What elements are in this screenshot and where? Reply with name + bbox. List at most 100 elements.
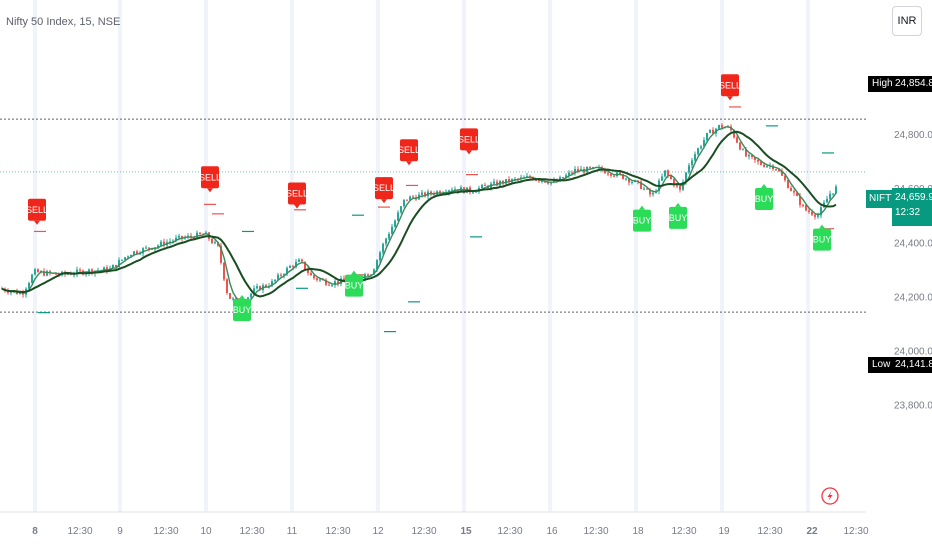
lightning-icon[interactable] (821, 487, 839, 505)
candle-body (136, 251, 138, 254)
signal-box (669, 206, 687, 229)
candle-body (574, 169, 576, 174)
candle-body (142, 248, 144, 254)
signal-box (755, 187, 773, 210)
candle-body (181, 235, 183, 239)
candle-body (400, 206, 402, 213)
candle-body (91, 269, 93, 274)
buy-signal: BUY (233, 294, 251, 321)
candle-body (151, 248, 153, 250)
candle-body (157, 245, 159, 248)
candle-body (271, 281, 273, 287)
candle-body (454, 189, 456, 191)
candle-body (592, 167, 594, 169)
candle-body (292, 265, 294, 268)
signal-text: SELL (373, 183, 395, 193)
time-tick-label: 18 (632, 526, 644, 537)
sell-signal: SELL (286, 182, 308, 209)
signal-pointer (207, 188, 213, 193)
time-tick-label: 12 (372, 526, 384, 537)
candle-body (775, 169, 777, 171)
candle-body (736, 137, 738, 143)
candle-body (568, 172, 570, 176)
candle-body (751, 154, 753, 157)
signal-text: BUY (633, 216, 652, 226)
candle-body (697, 148, 699, 155)
candle-body (424, 192, 426, 197)
candle-body (691, 160, 693, 166)
candle-body (388, 233, 390, 239)
candle-body (385, 238, 387, 244)
candle-body (304, 261, 306, 270)
currency-button[interactable]: INR (892, 6, 922, 36)
candle-body (88, 269, 90, 273)
signal-text: SELL (26, 205, 48, 215)
candle-body (70, 273, 72, 275)
candle-body (199, 232, 201, 235)
candle-body (817, 215, 819, 217)
signal-pointer (639, 205, 645, 210)
session-band (118, 0, 122, 512)
candle-body (448, 190, 450, 193)
candle-body (289, 265, 291, 268)
candle-body (28, 282, 30, 289)
signal-box (400, 139, 418, 162)
candle-body (754, 156, 756, 161)
session-band (204, 0, 208, 512)
candle-body (472, 192, 474, 194)
candle-body (412, 196, 414, 198)
candle-body (337, 281, 339, 284)
candle-body (679, 185, 681, 190)
candle-body (757, 160, 759, 162)
last-price-tag: 24,659.90 12:32 (892, 188, 932, 226)
candle-body (235, 298, 237, 300)
candle-body (790, 188, 792, 192)
signal-pointer (819, 224, 825, 229)
candle-body (619, 172, 621, 175)
candle-body (742, 149, 744, 151)
candle-body (535, 180, 537, 182)
candle-body (124, 257, 126, 260)
low-value: 24,141.80 (892, 357, 932, 373)
candle-body (43, 271, 45, 276)
candle-body (439, 191, 441, 194)
time-tick-label: 12:30 (583, 526, 608, 537)
candle-body (628, 178, 630, 183)
candle-body (169, 241, 171, 243)
signal-text: SELL (199, 172, 221, 182)
signal-box (288, 182, 306, 205)
signal-box (345, 274, 363, 297)
sell-signal: SELL (398, 139, 420, 166)
candle-body (223, 262, 225, 280)
candle-body (277, 274, 279, 280)
signal-pointer (727, 96, 733, 101)
candle-body (310, 272, 312, 276)
candle-body (430, 191, 432, 194)
candle-body (664, 170, 666, 177)
candle-body (760, 161, 762, 165)
candle-body (493, 181, 495, 184)
candle-body (1, 288, 3, 290)
candle-body (625, 178, 627, 180)
last-price: 24,659.90 (895, 192, 932, 203)
time-tick-label: 12:30 (757, 526, 782, 537)
session-band (290, 0, 294, 512)
candle-body (799, 195, 801, 205)
candle-body (331, 285, 333, 287)
candle-body (148, 247, 150, 249)
candle-body (547, 182, 549, 184)
time-axis: 8 12:30 9 12:30 10 12:30 11 12:30 12 12:30 15 12:30… (0, 511, 869, 537)
session-band (548, 0, 552, 512)
candle-body (694, 154, 696, 161)
time-tick-label: 12:30 (843, 526, 868, 537)
candle-body (397, 212, 399, 221)
candle-body (538, 180, 540, 182)
candle-body (34, 269, 36, 275)
candle-body (814, 214, 816, 217)
candle-body (709, 129, 711, 133)
time-tick-label: 12:30 (153, 526, 178, 537)
signal-box (375, 177, 393, 200)
candle-body (10, 291, 12, 293)
candle-body (631, 181, 633, 183)
